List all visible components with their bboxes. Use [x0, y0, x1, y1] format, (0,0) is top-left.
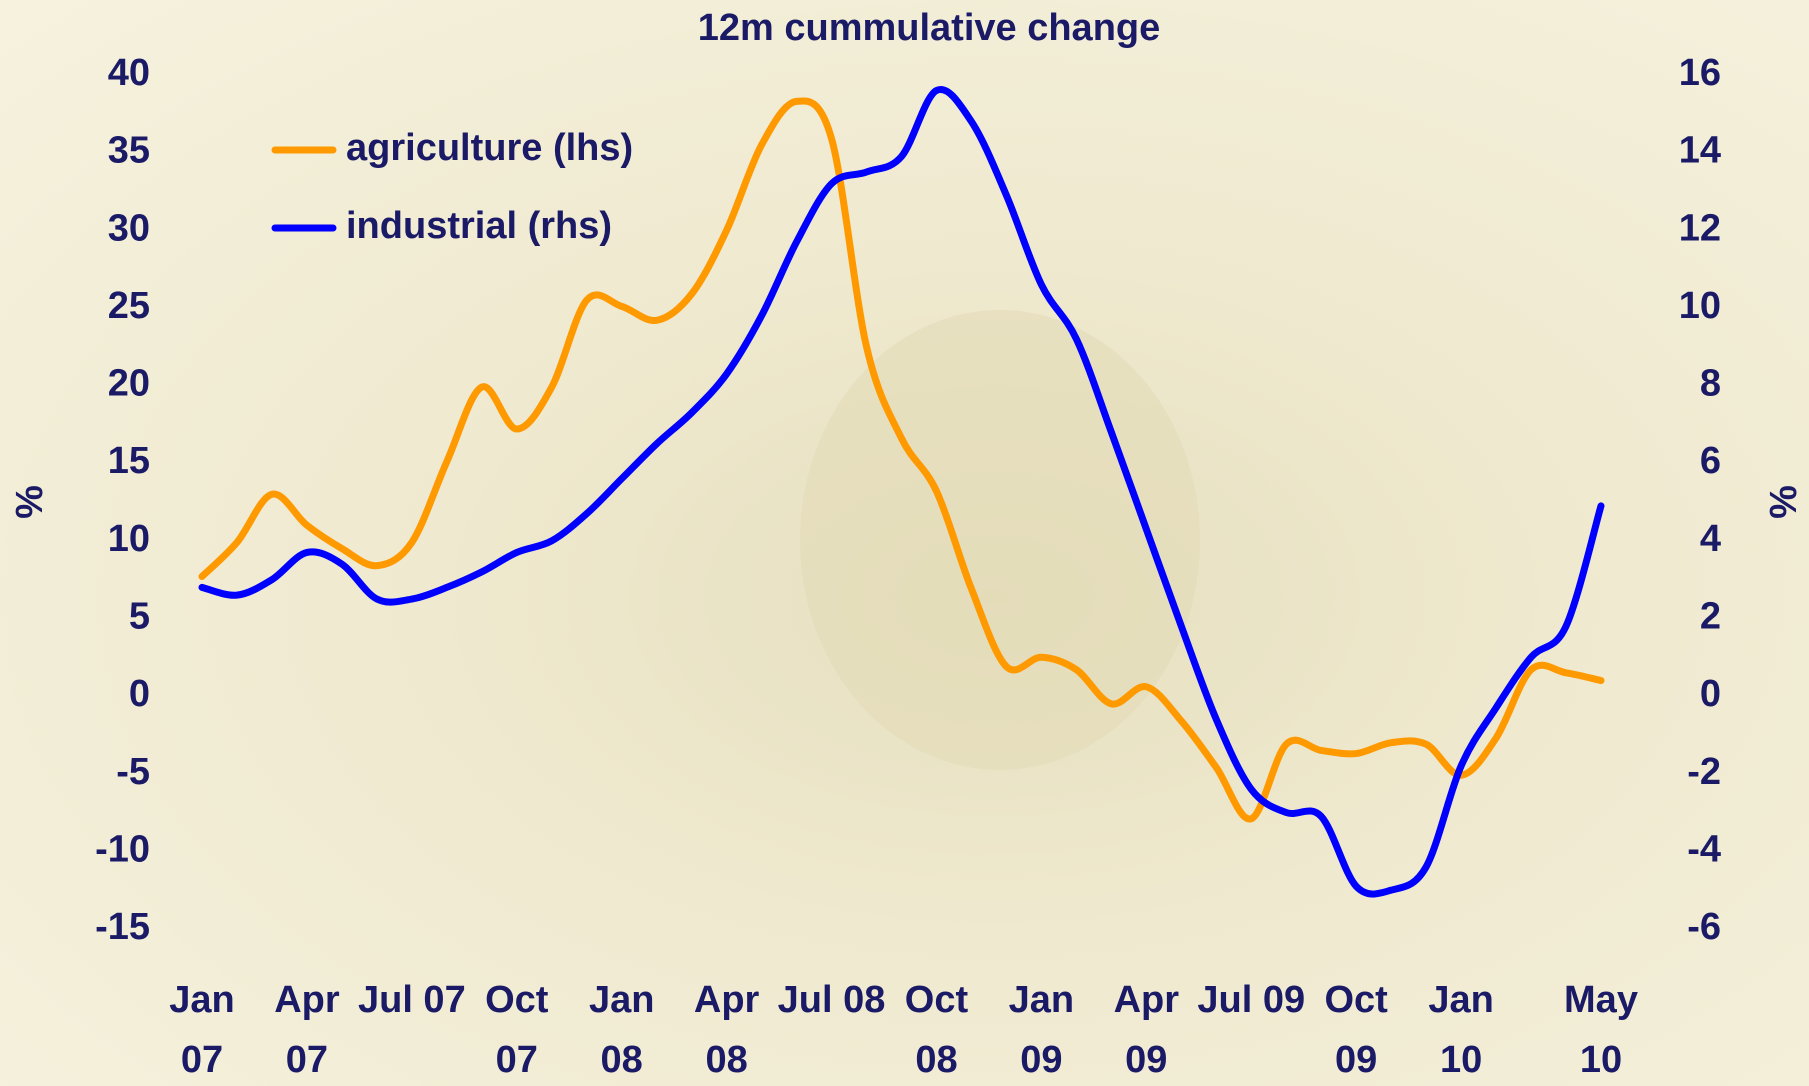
y-tick-label: 0 — [129, 673, 150, 715]
y2-axis-label: % — [1763, 485, 1805, 519]
y-tick-label: 40 — [108, 52, 150, 94]
x-tick-label: Jan 09 — [986, 970, 1096, 1086]
x-tick-label: Oct 07 — [462, 970, 572, 1086]
y2-tick-label: 12 — [1679, 207, 1721, 249]
x-tick-label: Apr 09 — [1091, 970, 1201, 1086]
x-tick-label: Jul 07 — [357, 970, 467, 1030]
chart-title: 12m cummulative change — [698, 7, 1161, 49]
y-tick-label: 5 — [129, 595, 150, 637]
y2-tick-label: -2 — [1687, 751, 1721, 793]
y2-tick-label: 16 — [1679, 52, 1721, 94]
y2-tick-label: 14 — [1679, 130, 1721, 172]
x-tick-label: Oct 09 — [1301, 970, 1411, 1086]
chart: 12m cummulative change % % -15 -10 -5 0 5 10 1… — [0, 0, 1809, 1086]
x-tick-label: Jan 08 — [567, 970, 677, 1086]
x-tick-label: Apr 07 — [252, 970, 362, 1086]
background-decoration — [800, 310, 1200, 770]
y-axis-label: % — [9, 485, 51, 519]
x-tick-label: Apr 08 — [672, 970, 782, 1086]
y2-tick-label: 10 — [1679, 285, 1721, 327]
y2-tick-label: 4 — [1700, 518, 1721, 560]
x-tick-label: Oct 08 — [881, 970, 991, 1086]
x-tick-label: Jan 07 — [147, 970, 257, 1086]
x-tick-label: Jan 10 — [1406, 970, 1516, 1086]
y-tick-label: -5 — [116, 751, 150, 793]
chart-container: 12m cummulative change % % -15 -10 -5 0 5 10 1… — [0, 0, 1809, 1086]
y-tick-label: -10 — [95, 828, 150, 870]
y-tick-label: 20 — [108, 363, 150, 405]
x-tick-label: Jul 09 — [1196, 970, 1306, 1030]
y-tick-label: 30 — [108, 207, 150, 249]
y-tick-label: 10 — [108, 518, 150, 560]
y-tick-label: 25 — [108, 285, 150, 327]
x-tick-label: Jul 08 — [777, 970, 887, 1030]
y-tick-label: 35 — [108, 130, 150, 172]
y-tick-label: 15 — [108, 440, 150, 482]
y2-tick-label: 2 — [1700, 595, 1721, 637]
y2-tick-label: 0 — [1700, 673, 1721, 715]
y2-tick-label: 8 — [1700, 363, 1721, 405]
y2-tick-label: -4 — [1687, 828, 1721, 870]
x-tick-label: May 10 — [1546, 970, 1656, 1086]
legend-label: industrial (rhs) — [346, 205, 612, 247]
y-tick-label: -15 — [95, 906, 150, 948]
legend-label: agriculture (lhs) — [346, 127, 633, 169]
y2-tick-label: -6 — [1687, 906, 1721, 948]
y2-tick-label: 6 — [1700, 440, 1721, 482]
